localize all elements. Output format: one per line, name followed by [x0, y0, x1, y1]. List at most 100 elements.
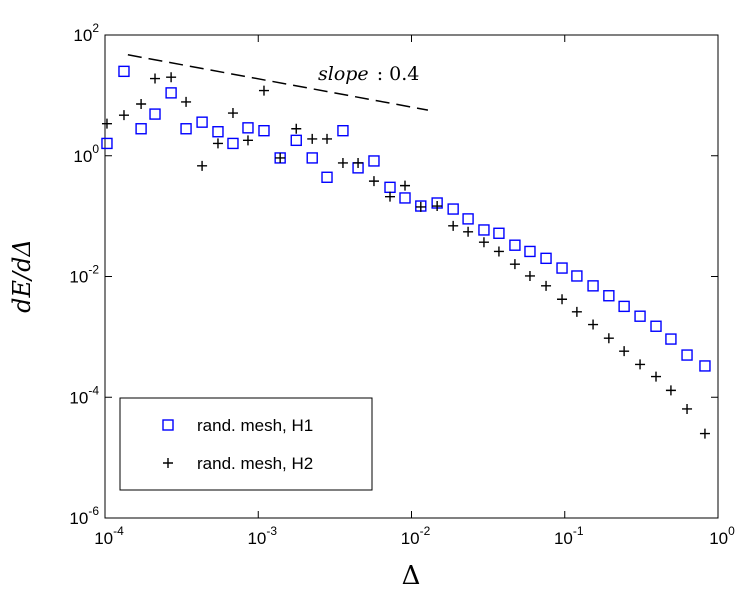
point: [399, 192, 411, 204]
x-tick-label: 10-2: [401, 524, 431, 548]
x-tick-label-base: 10: [709, 529, 728, 548]
point: [258, 124, 270, 137]
point: [493, 227, 505, 239]
x-tick-label-exp: -4: [113, 524, 124, 538]
point: [118, 65, 130, 78]
x-tick-label: 100: [709, 524, 735, 548]
y-tick-label: 10-2: [69, 263, 99, 287]
point: [212, 138, 223, 149]
legend-marker: [163, 458, 173, 468]
y-tick-label-exp: 2: [92, 21, 99, 35]
annotation: slope: 0.4: [318, 63, 419, 85]
point: [588, 319, 599, 330]
point: [509, 259, 520, 270]
point: [212, 126, 224, 138]
point: [448, 220, 459, 231]
y-tick-label: 10-6: [69, 504, 99, 528]
point: [587, 280, 599, 292]
point: [337, 157, 348, 168]
legend-label: rand. mesh, H2: [197, 454, 313, 473]
y-tick-label-exp: -6: [88, 504, 99, 518]
reference-line: [127, 54, 429, 111]
y-axis-label: dE/dΔ: [8, 239, 36, 313]
point: [275, 152, 286, 163]
y-tick-label-exp: -4: [88, 383, 99, 397]
point: [306, 152, 318, 164]
x-tick-label-base: 10: [94, 529, 113, 548]
x-tick-label-exp: -3: [266, 524, 277, 538]
y-tick-label-base: 10: [73, 26, 92, 45]
point: [227, 137, 239, 150]
point: [101, 118, 112, 129]
point: [571, 270, 583, 282]
point: [650, 320, 662, 332]
point: [556, 262, 568, 274]
point: [571, 306, 582, 317]
y-tick-label-base: 10: [69, 388, 88, 407]
point: [118, 110, 129, 121]
point: [524, 270, 535, 281]
point: [665, 385, 676, 396]
point: [165, 87, 177, 99]
point: [557, 294, 568, 305]
point: [681, 349, 693, 361]
point: [634, 310, 646, 322]
point: [149, 108, 161, 120]
point: [307, 133, 318, 144]
point: [509, 239, 521, 251]
point: [603, 290, 615, 302]
x-tick-label: 10-4: [94, 524, 124, 548]
point: [618, 300, 630, 313]
y-tick-label-base: 10: [69, 509, 88, 528]
point: [462, 213, 474, 225]
point: [150, 73, 161, 84]
point: [196, 116, 208, 128]
point: [136, 98, 147, 109]
point: [368, 176, 379, 187]
x-tick-label-exp: -2: [420, 524, 431, 538]
point: [227, 108, 238, 119]
point: [463, 226, 474, 237]
annotation-label: slope: [318, 63, 369, 85]
legend: [119, 397, 373, 491]
x-tick-label: 10-3: [247, 524, 277, 548]
point: [541, 280, 552, 291]
point: [415, 201, 426, 212]
point: [699, 360, 711, 372]
point: [353, 157, 364, 168]
point: [291, 123, 302, 134]
point: [635, 359, 646, 370]
point: [258, 85, 269, 96]
point: [493, 246, 504, 257]
y-tick-label-base: 10: [73, 147, 92, 166]
point: [385, 191, 396, 202]
x-tick-label-exp: -1: [573, 524, 584, 538]
point: [447, 203, 459, 215]
x-tick-label-base: 10: [554, 529, 573, 548]
point: [242, 122, 254, 134]
point: [432, 201, 443, 212]
point: [135, 123, 147, 135]
x-tick-label-base: 10: [247, 529, 266, 548]
point: [166, 72, 177, 83]
point: [619, 346, 630, 357]
point: [337, 124, 349, 137]
point: [665, 333, 677, 345]
point: [478, 237, 489, 248]
x-tick-label-base: 10: [401, 529, 420, 548]
y-tick-label-exp: -2: [88, 263, 99, 277]
point: [321, 171, 333, 183]
point: [290, 134, 302, 147]
point: [197, 160, 208, 171]
point: [242, 135, 253, 146]
legend-marker: [162, 419, 174, 431]
point: [540, 252, 552, 265]
legend-label: rand. mesh, H1: [197, 416, 313, 435]
point: [101, 137, 113, 150]
point: [181, 96, 192, 107]
y-tick-label: 102: [73, 21, 99, 45]
y-tick-label-base: 10: [69, 268, 88, 287]
point: [478, 224, 490, 236]
point: [322, 133, 333, 144]
